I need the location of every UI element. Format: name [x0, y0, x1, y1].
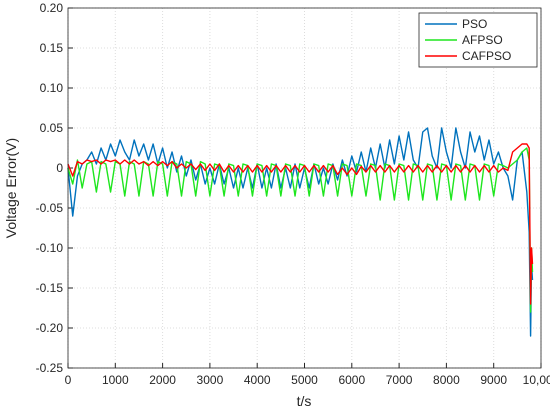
y-tick-label: -0.25	[36, 361, 64, 375]
series-line	[67, 143, 534, 305]
y-tick-label: 0.10	[40, 81, 64, 95]
x-tick-label: 5000	[291, 373, 318, 387]
x-tick-label: 6000	[338, 373, 365, 387]
y-tick-label: 0.20	[40, 1, 64, 15]
series-line	[67, 147, 534, 313]
legend-label: PSO	[462, 17, 487, 31]
y-tick-label: 0.15	[40, 41, 64, 55]
x-axis-label: t/s	[297, 393, 312, 409]
x-tick-label: 2000	[149, 373, 176, 387]
x-tick-label: 4000	[244, 373, 271, 387]
x-tick-label: 1000	[102, 373, 129, 387]
y-axis-label: Voltage Error(V)	[3, 138, 19, 238]
legend-label: CAFPSO	[462, 49, 511, 63]
x-tick-label: 0	[65, 373, 72, 387]
x-tick-label: 3000	[197, 373, 224, 387]
y-tick-label: -0.20	[36, 321, 64, 335]
y-tick-label: 0	[56, 161, 63, 175]
legend: PSO AFPSO CAFPSO	[418, 12, 538, 68]
x-tick-label: 10,000	[523, 373, 550, 387]
plot-frame	[67, 7, 542, 369]
x-tick-label: 9000	[480, 373, 507, 387]
y-tick-label: -0.10	[36, 241, 64, 255]
legend-label: AFPSO	[462, 33, 503, 47]
y-tick-label: -0.05	[36, 201, 64, 215]
y-tick-label: 0.05	[40, 121, 64, 135]
x-tick-label: 8000	[433, 373, 460, 387]
x-tick-label: 7000	[386, 373, 413, 387]
y-tick-label: -0.15	[36, 281, 64, 295]
